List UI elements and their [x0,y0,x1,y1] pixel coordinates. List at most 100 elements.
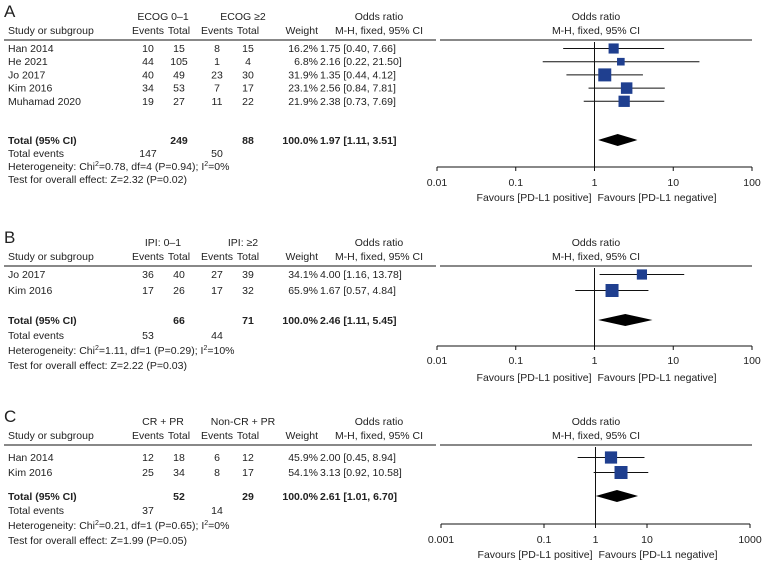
effect-marker [617,57,625,66]
group2-header: Non-CR + PR [211,416,276,428]
panel-label: A [4,2,16,21]
total-events1: 147 [139,148,157,160]
or-column-title: Odds ratio [355,11,404,23]
total-events-label: Total events [8,505,64,517]
weight-value: 45.9% [288,452,318,464]
forest-panel-c: C CR + PR Non-CR + PR Odds ratio Odds ratio S… [4,407,762,561]
total-events-row: Total events 147 50 [8,148,223,160]
total2-sum: 71 [242,315,254,327]
total1-sum: 52 [173,491,185,503]
or-ci-value: 3.13 [0.92, 10.58] [320,467,402,479]
group1-header: ECOG 0–1 [137,11,189,23]
or-ci-value: 2.16 [0.22, 21.50] [320,56,402,68]
events2-header: Events [201,251,233,263]
heterogeneity-mid: =0.21, df=1 (P=0.65); I [99,520,204,532]
heterogeneity-suffix: =0% [208,520,229,532]
total2-value: 15 [242,43,254,55]
total-label: Total (95% CI) [8,135,77,147]
heterogeneity-sup1: 2 [95,345,99,352]
total-or-ci: 1.97 [1.11, 3.51] [320,135,396,147]
study-column-header: Study or subgroup [8,25,94,37]
total1-header: Total [168,25,190,37]
panel-label: C [4,407,16,426]
total1-value: 26 [173,285,185,297]
or-method-header: M-H, fixed, 95% CI [335,25,423,37]
or-column-title: Odds ratio [355,416,404,428]
total1-sum: 249 [170,135,188,147]
pooled-diamond [595,490,639,502]
heterogeneity-prefix: Heterogeneity: Chi [8,345,95,357]
events2-header: Events [201,25,233,37]
study-name: He 2021 [8,56,48,68]
total-events1: 53 [142,330,154,342]
x-tick-label: 0.01 [427,355,448,367]
or-ci-value: 2.00 [0.45, 8.94] [320,452,396,464]
study-row: Kim 2016 34 53 7 17 23.1% 2.56 [0.84, 7.81] [8,82,665,95]
total-row: Total (95% CI) 249 88 100.0% 1.97 [1.11, 3.5… [8,134,638,147]
total-events-label: Total events [8,330,64,342]
or-method-header: M-H, fixed, 95% CI [335,251,423,263]
study-row: Han 2014 12 18 6 12 45.9% 2.00 [0.45, 8.94] [8,451,645,464]
events1-value: 44 [142,56,154,68]
plot-title: Odds ratio [572,416,621,428]
forest-panel-b: B IPI: 0–1 IPI: ≥2 Odds ratio Odds ratio Stud… [4,228,761,384]
total-or-ci: 2.46 [1.11, 5.45] [320,315,396,327]
events2-value: 1 [214,56,220,68]
events1-value: 25 [142,467,154,479]
or-ci-value: 1.67 [0.57, 4.84] [320,285,396,297]
effect-marker [598,68,612,82]
favours-right-label: Favours [PD-L1 negative] [598,192,717,204]
forest-panel-a: A ECOG 0–1 ECOG ≥2 Odds ratio Odds ratio Stud… [4,2,761,204]
total2-value: 32 [242,285,254,297]
total1-value: 53 [173,83,185,95]
weight-value: 34.1% [288,269,318,281]
x-tick-label: 0.1 [537,534,552,546]
total-events-row: Total events 53 44 [8,330,223,342]
total2-sum: 88 [242,135,254,147]
study-name: Kim 2016 [8,83,53,95]
x-tick-label: 1 [592,177,598,189]
study-row: Kim 2016 17 26 17 32 65.9% 1.67 [0.57, 4.84] [8,284,649,297]
or-ci-value: 1.35 [0.44, 4.12] [320,69,396,81]
heterogeneity-mid: =1.11, df=1 (P=0.29); I [99,345,204,357]
total1-value: 105 [170,56,188,68]
events2-value: 17 [211,285,223,297]
group1-header: CR + PR [142,416,184,428]
total2-sum: 29 [242,491,254,503]
events1-header: Events [132,430,164,442]
weight-value: 16.2% [288,43,318,55]
total-label: Total (95% CI) [8,315,77,327]
study-row: Kim 2016 25 34 8 17 54.1% 3.13 [0.92, 10.58] [8,466,649,479]
study-row: Jo 2017 36 40 27 39 34.1% 4.00 [1.16, 13.78] [8,269,685,281]
x-tick-label: 1 [593,534,599,546]
heterogeneity-prefix: Heterogeneity: Chi [8,161,95,173]
study-row: Jo 2017 40 49 23 30 31.9% 1.35 [0.44, 4.12] [8,68,643,82]
pooled-diamond [598,134,638,146]
weight-value: 65.9% [288,285,318,297]
events2-value: 27 [211,269,223,281]
or-ci-value: 2.56 [0.84, 7.81] [320,83,396,95]
x-tick-label: 10 [667,355,679,367]
panel-label: B [4,228,15,247]
total2-value: 4 [245,56,251,68]
heterogeneity-text: Heterogeneity: Chi2=0.21, df=1 (P=0.65);… [8,520,229,532]
total2-header: Total [237,430,259,442]
effect-marker [636,269,648,280]
events2-header: Events [201,430,233,442]
plot-title: Odds ratio [572,11,621,23]
overall-effect-text: Test for overall effect: Z=2.32 (P=0.02) [8,174,187,186]
events1-value: 12 [142,452,154,464]
total-events-row: Total events 37 14 [8,505,223,517]
plot-method-header: M-H, fixed, 95% CI [552,251,640,263]
effect-marker [605,284,619,297]
heterogeneity-text: Heterogeneity: Chi2=0.78, df=4 (P=0.94);… [8,161,229,173]
favours-left-label: Favours [PD-L1 positive] [478,549,593,561]
total-or-ci: 2.61 [1.01, 6.70] [320,491,397,503]
events1-value: 40 [142,69,154,81]
weight-value: 6.8% [294,56,318,68]
heterogeneity-sup2: 2 [203,345,207,352]
total-events-label: Total events [8,148,64,160]
study-row: He 2021 44 105 1 4 6.8% 2.16 [0.22, 21.50] [8,56,700,68]
pooled-diamond [598,314,653,326]
